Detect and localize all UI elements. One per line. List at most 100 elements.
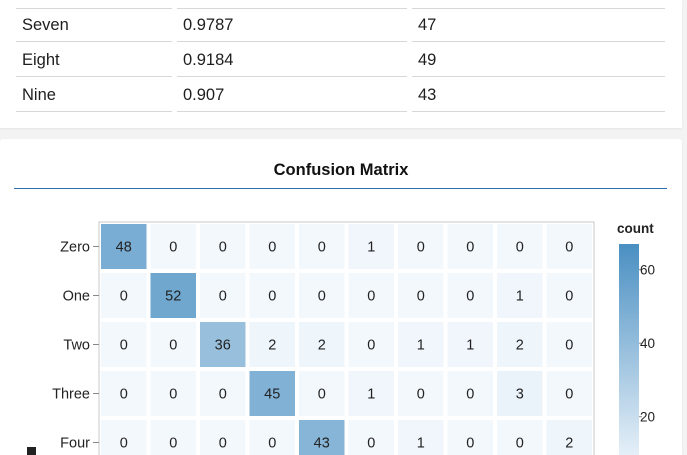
support-cell: 49 — [412, 44, 665, 77]
heatmap-cell — [249, 273, 295, 318]
score-cell: 0.9184 — [177, 44, 407, 77]
heatmap-cell — [348, 224, 394, 269]
heatmap-cell — [299, 371, 345, 416]
cell-value-label: 48 — [116, 240, 132, 256]
cell-value-label: 36 — [215, 338, 231, 354]
chart-title: Confusion Matrix — [273, 161, 409, 179]
cell-value-label: 0 — [169, 436, 177, 452]
heatmap-cell — [348, 420, 394, 455]
cell-value-label: 0 — [367, 436, 375, 452]
heatmap-cell — [497, 371, 543, 416]
heatmap-cell — [447, 420, 493, 455]
class-label-cell: Nine — [16, 79, 172, 112]
legend-color-bar — [619, 244, 639, 455]
cell-value-label: 0 — [417, 387, 425, 403]
heatmap-cell — [398, 371, 444, 416]
cell-value-label: 0 — [466, 240, 474, 256]
legend-tick-label: 40 — [640, 336, 655, 351]
heatmap-cell — [398, 273, 444, 318]
title-divider — [14, 188, 667, 189]
table-rule — [16, 8, 172, 9]
heatmap-cell — [249, 371, 295, 416]
cell-value-label: 0 — [516, 240, 524, 256]
heatmap-cell — [546, 371, 592, 416]
cell-value-label: 0 — [219, 436, 227, 452]
heatmap-cell — [101, 420, 147, 455]
cell-value-label: 0 — [516, 436, 524, 452]
table-row: Nine 0.907 43 — [0, 79, 682, 113]
heatmap-cell — [200, 224, 246, 269]
heatmap-cell — [200, 273, 246, 318]
heatmap-cell — [150, 371, 196, 416]
cell-value-label: 0 — [268, 436, 276, 452]
heatmap-cell — [249, 420, 295, 455]
cell-value-label: 43 — [314, 436, 330, 452]
cell-value-label: 0 — [219, 387, 227, 403]
y-tick-label: Zero — [60, 240, 90, 256]
cell-value-label: 0 — [318, 240, 326, 256]
cell-value-label: 0 — [219, 240, 227, 256]
heatmap-cell — [398, 322, 444, 367]
cell-value-label: 1 — [466, 338, 474, 354]
heatmap-cell — [348, 322, 394, 367]
cell-value-label: 0 — [120, 338, 128, 354]
cell-value-label: 0 — [169, 338, 177, 354]
cell-value-label: 1 — [417, 338, 425, 354]
cell-value-label: 2 — [565, 436, 573, 452]
y-axis-title-fragment — [27, 447, 36, 455]
support-cell: 47 — [412, 9, 665, 42]
cell-value-label: 1 — [367, 240, 375, 256]
cell-value-label: 0 — [565, 338, 573, 354]
cell-value-label: 0 — [367, 289, 375, 305]
cell-value-label: 0 — [169, 387, 177, 403]
heatmap-cell — [497, 322, 543, 367]
y-tick-label: Four — [60, 436, 90, 452]
cell-value-label: 52 — [165, 289, 181, 305]
heatmap-cell — [546, 322, 592, 367]
heatmap-cell — [546, 273, 592, 318]
heatmap-cell — [299, 224, 345, 269]
cell-value-label: 0 — [417, 240, 425, 256]
heatmap-cell — [497, 224, 543, 269]
cell-value-label: 0 — [417, 289, 425, 305]
metrics-table-card: Seven 0.9787 47 Eight 0.9184 49 Nine 0.9… — [0, 0, 682, 128]
heatmap-cell — [150, 420, 196, 455]
y-tick-label: Two — [63, 338, 90, 354]
support-cell: 43 — [412, 79, 665, 112]
heatmap-cell — [200, 371, 246, 416]
cell-value-label: 2 — [516, 338, 524, 354]
heatmap-cell — [101, 273, 147, 318]
cell-value-label: 0 — [466, 436, 474, 452]
heatmap-cell — [150, 322, 196, 367]
cell-value-label: 0 — [565, 240, 573, 256]
score-cell: 0.907 — [177, 79, 407, 112]
heatmap-cell — [299, 322, 345, 367]
heatmap-cell — [447, 371, 493, 416]
heatmap-cell — [200, 420, 246, 455]
legend-title: count — [617, 221, 654, 236]
heatmap-cell — [398, 420, 444, 455]
cell-value-label: 2 — [318, 338, 326, 354]
heatmap-cell — [546, 224, 592, 269]
cell-value-label: 0 — [268, 240, 276, 256]
table-rule — [412, 8, 665, 9]
cell-value-label: 0 — [318, 289, 326, 305]
table-row: Eight 0.9184 49 — [0, 44, 682, 78]
cell-value-label: 0 — [219, 289, 227, 305]
heatmap-cell — [447, 224, 493, 269]
cell-value-label: 0 — [565, 387, 573, 403]
score-cell: 0.9787 — [177, 9, 407, 42]
cell-value-label: 1 — [417, 436, 425, 452]
cell-value-label: 0 — [565, 289, 573, 305]
cell-value-label: 0 — [367, 338, 375, 354]
cell-value-label: 0 — [169, 240, 177, 256]
heatmap-cell — [101, 371, 147, 416]
heatmap-cell — [299, 273, 345, 318]
heatmap-cell — [546, 420, 592, 455]
cell-value-label: 0 — [120, 436, 128, 452]
heatmap-cell — [299, 420, 345, 455]
cell-value-label: 3 — [516, 387, 524, 403]
cell-value-label: 1 — [367, 387, 375, 403]
table-rule — [177, 8, 407, 9]
